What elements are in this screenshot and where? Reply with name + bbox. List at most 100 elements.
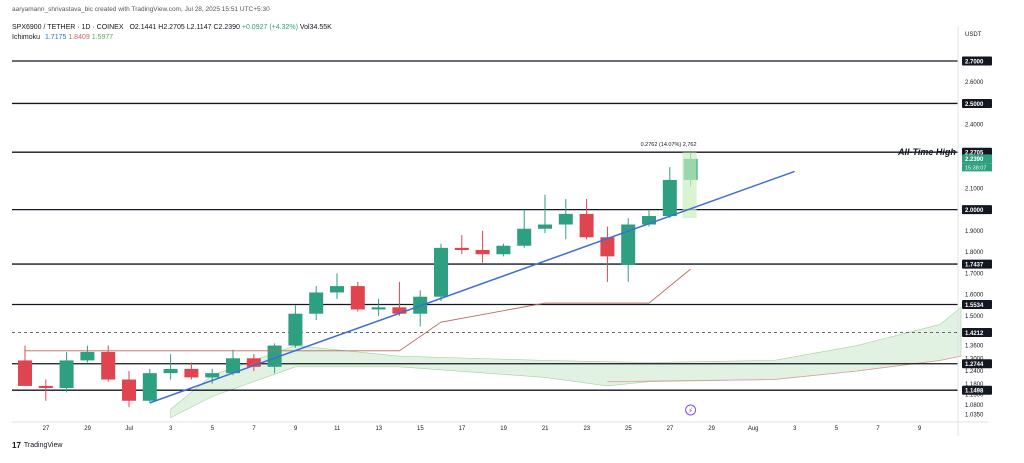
price-tick-label: 1.1800 [965, 382, 984, 388]
level-tag-1.2744-bg [962, 359, 992, 369]
candle [454, 235, 469, 255]
current-price-tag: 2.2390 [965, 157, 984, 163]
candle [371, 298, 386, 316]
candle-body [38, 385, 53, 389]
time-tick-label: 27 [43, 426, 50, 432]
candle-body [226, 358, 240, 374]
volume: Vol34.55K [299, 24, 332, 31]
price-tick-label: 1.8000 [965, 250, 984, 256]
candle [142, 368, 157, 403]
candle [163, 354, 178, 380]
candle [662, 167, 677, 219]
candle [621, 218, 636, 282]
candle-body [371, 307, 386, 310]
overlays: All-Time High 0.2762 (14.07%) 2,762 ⚡ [25, 142, 956, 416]
countdown-bg [962, 163, 992, 172]
level-tag-1.7437-bg [962, 259, 992, 269]
price-tick-label: 2.6000 [965, 80, 984, 86]
candle [18, 345, 32, 386]
price-tick-label: 2.4000 [965, 123, 984, 129]
candle-body [205, 373, 220, 378]
candle [309, 286, 324, 321]
measure-label: 0.2762 (14.07%) 2,762 [641, 142, 697, 148]
price-tick-label: 1.6000 [965, 293, 984, 299]
candle-body [101, 351, 116, 380]
ohlc-high: H2.2705 [158, 24, 185, 31]
level-tag-1.1498: 1.1498 [965, 388, 984, 394]
level-tag-1.5534-bg [962, 299, 992, 309]
time-tick-label: 7 [876, 426, 880, 432]
price-tick-label: 1.1300 [965, 392, 984, 398]
candle-body [475, 249, 490, 255]
event-marker-glyph: ⚡ [688, 407, 693, 415]
tradingview-logo-icon: 17 [12, 441, 21, 450]
candle-body [496, 245, 511, 255]
time-tick-label: 3 [793, 426, 797, 432]
candle [392, 281, 407, 316]
dashed-level-tag: 1.4212 [965, 331, 984, 337]
candle-body [558, 213, 573, 225]
time-tick-label: 19 [500, 426, 507, 432]
time-tick-label: 9 [918, 426, 922, 432]
time-tick-label: Jul [125, 426, 133, 432]
ichimoku-cloud [170, 306, 962, 419]
symbol-name: SPX6900 / TETHER · 1D · COINEX [12, 24, 124, 31]
dashed-level-tag-bg [962, 328, 992, 338]
candle [184, 362, 199, 380]
level-tag-2.7000: 2.7000 [965, 59, 984, 65]
time-tick-label: 5 [211, 426, 215, 432]
candle [413, 290, 428, 327]
candle-body [642, 216, 656, 225]
candle [579, 199, 594, 240]
time-tick-label: 25 [625, 426, 632, 432]
candle-body [288, 313, 303, 346]
level-tag-1.1498-bg [962, 385, 992, 395]
ichimoku-legend[interactable]: Ichimoku 1.7175 1.8409 1.5977 [12, 34, 113, 41]
candle [538, 194, 552, 233]
level-tag-2.0000: 2.0000 [965, 208, 984, 214]
candle-body [122, 379, 136, 401]
price-axis: USDT 2.6000 2.4000 2.1000 1.9000 1.8000 1.7000… [957, 26, 992, 436]
candle [80, 345, 95, 363]
candle [205, 368, 220, 384]
candle [434, 243, 448, 301]
candle [122, 371, 136, 408]
time-tick-label: 11 [334, 426, 341, 432]
level-tag-2.2705: 2.2705 [965, 150, 984, 156]
time-tick-label: 3 [169, 426, 173, 432]
candle-body [184, 368, 199, 378]
ichimoku-value-3: 1.5977 [91, 34, 114, 41]
time-tick-label: 23 [583, 426, 590, 432]
tradingview-logo: 17 TradingView [12, 441, 62, 450]
candle-body [330, 286, 344, 293]
candle [38, 379, 53, 401]
time-tick-label: 13 [375, 426, 382, 432]
candle-body [246, 358, 261, 367]
candle-body [392, 307, 407, 314]
kumo-lead-line [607, 355, 962, 383]
candle [246, 354, 261, 372]
level-tag-1.2744: 1.2744 [965, 362, 984, 368]
level-tag-2.5000-bg [962, 98, 992, 108]
level-tag-2.0000-bg [962, 205, 992, 215]
candle [517, 209, 532, 248]
time-tick-label: 29 [84, 426, 91, 432]
candle [496, 243, 511, 257]
chart-credit: aaryamann_shrivastava_bic created with T… [12, 6, 270, 13]
time-tick-label: Aug [748, 426, 759, 432]
candle-body [454, 247, 469, 250]
price-change: +0.0927 (+4.32%) [241, 24, 298, 31]
price-tick-label: 2.1000 [965, 186, 984, 192]
level-tag-1.5534: 1.5534 [965, 303, 984, 309]
level-tag-2.5000: 2.5000 [965, 102, 984, 108]
candle [59, 351, 74, 393]
symbol-legend[interactable]: SPX6900 / TETHER · 1D · COINEX O2.1441 H… [12, 24, 332, 31]
candle-body [600, 237, 615, 257]
candle [226, 349, 240, 376]
candle [475, 230, 490, 263]
price-tick-label: 1.0350 [965, 413, 984, 419]
candle-body [579, 213, 594, 238]
candle-body [517, 228, 532, 246]
candle [288, 305, 303, 348]
